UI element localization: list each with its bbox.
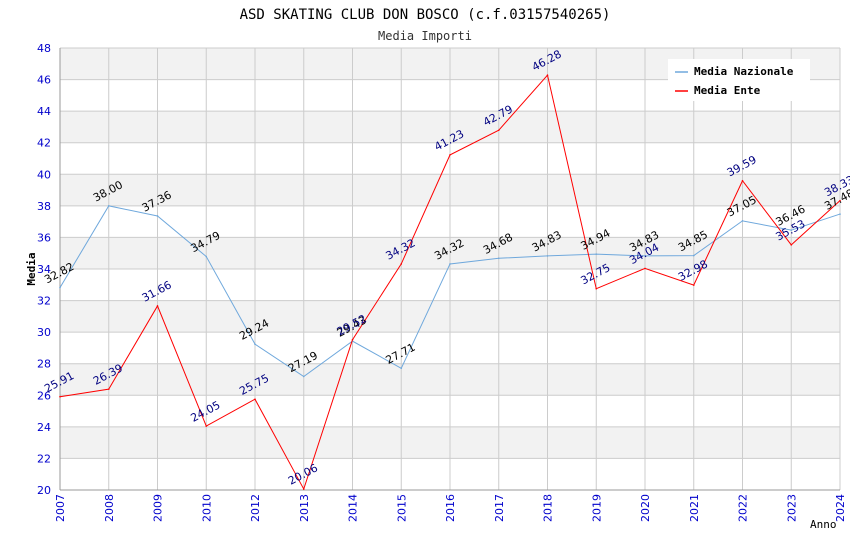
data-point — [449, 263, 451, 265]
data-point — [156, 305, 159, 307]
x-tick-label: 2023 — [785, 494, 798, 522]
data-point — [400, 263, 403, 265]
x-tick-labels: 2007 2008 2009 2010 2012 2013 2014 2015 2016 2017… — [54, 494, 847, 522]
x-tick-label: 2024 — [834, 494, 847, 522]
y-tick-label: 42 — [37, 137, 51, 150]
legend: Media Nazionale Media Ente — [668, 59, 810, 101]
data-point — [400, 367, 403, 370]
x-tick-label: 2022 — [737, 494, 750, 522]
y-tick-label: 38 — [37, 200, 51, 213]
y-tick-label: 24 — [37, 421, 51, 434]
data-point — [644, 267, 646, 270]
y-tick-label: 32 — [37, 295, 51, 308]
x-tick-label: 2019 — [590, 494, 603, 522]
chart-title: ASD SKATING CLUB DON BOSCO (c.f.03157540… — [240, 7, 611, 23]
data-point — [839, 213, 841, 215]
legend-box — [668, 59, 810, 101]
x-tick-label: 2014 — [347, 494, 360, 522]
data-point — [107, 205, 110, 207]
axes — [59, 48, 840, 491]
y-tick-label: 20 — [37, 484, 51, 497]
y-tick-label: 28 — [37, 358, 51, 371]
y-tick-label: 36 — [37, 231, 51, 244]
data-label: 27.71 — [384, 341, 418, 367]
chart-subtitle: Media Importi — [378, 29, 472, 43]
y-tick-label: 26 — [37, 389, 51, 402]
x-tick-label: 2016 — [444, 494, 457, 522]
data-point — [741, 220, 744, 222]
x-tick-label: 2007 — [54, 494, 67, 522]
data-point — [595, 253, 598, 255]
x-tick-label: 2008 — [103, 494, 116, 522]
y-tick-labels: 20 22 24 26 28 30 32 34 36 38 40 42 44 46 48 — [37, 42, 51, 497]
data-point — [205, 255, 208, 258]
y-tick-label: 30 — [37, 326, 51, 339]
data-point — [107, 388, 110, 390]
x-axis-title: Anno — [810, 518, 837, 531]
x-tick-label: 2021 — [688, 494, 701, 522]
data-point — [254, 398, 256, 401]
x-tick-label: 2012 — [249, 494, 262, 522]
legend-label-nazionale: Media Nazionale — [694, 65, 794, 78]
data-point — [741, 179, 744, 182]
data-point — [302, 375, 305, 378]
data-point — [156, 215, 159, 217]
data-point — [449, 154, 451, 156]
data-point — [59, 395, 61, 398]
data-point — [59, 286, 61, 289]
y-tick-label: 34 — [37, 263, 51, 276]
legend-label-ente: Media Ente — [694, 84, 761, 97]
x-tick-label: 2017 — [493, 494, 506, 522]
data-point — [302, 488, 305, 490]
series-lines — [59, 74, 841, 491]
data-point — [497, 129, 500, 132]
data-point — [546, 255, 549, 257]
data-point — [595, 287, 598, 290]
data-point — [790, 244, 793, 246]
data-point — [644, 255, 646, 257]
data-point — [205, 425, 208, 427]
data-label: 24.05 — [189, 398, 223, 424]
data-point — [692, 284, 695, 286]
x-tick-label: 2020 — [639, 494, 652, 522]
y-tick-label: 46 — [37, 74, 51, 87]
data-point — [790, 229, 793, 231]
x-tick-label: 2009 — [152, 494, 165, 522]
x-tick-label: 2010 — [200, 494, 213, 522]
x-tick-label: 2018 — [542, 494, 555, 522]
y-tick-label: 48 — [37, 42, 51, 55]
data-point — [839, 199, 841, 202]
data-point — [692, 254, 695, 257]
y-tick-label: 22 — [37, 452, 51, 465]
x-tick-label: 2015 — [395, 494, 408, 522]
data-point — [546, 74, 549, 76]
y-tick-label: 44 — [37, 105, 51, 118]
y-axis-title: Media — [25, 252, 38, 285]
data-point — [497, 257, 500, 260]
data-point — [351, 338, 354, 341]
y-tick-label: 40 — [37, 168, 51, 181]
data-point — [254, 343, 256, 345]
x-tick-label: 2013 — [298, 494, 311, 522]
